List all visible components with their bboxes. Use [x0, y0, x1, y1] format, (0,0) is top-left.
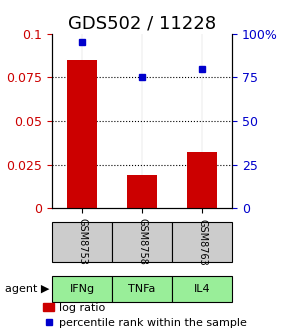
Text: GSM8753: GSM8753	[77, 218, 87, 265]
Text: TNFa: TNFa	[128, 284, 156, 294]
Bar	[187, 153, 217, 208]
Text: GSM8758: GSM8758	[137, 218, 147, 265]
Bar	[127, 175, 157, 208]
Text: GSM8763: GSM8763	[197, 218, 207, 265]
Title: GDS502 / 11228: GDS502 / 11228	[68, 14, 216, 32]
Bar	[67, 60, 97, 208]
Text: IL4: IL4	[194, 284, 210, 294]
Text: IFNg: IFNg	[70, 284, 95, 294]
Text: agent ▶: agent ▶	[5, 284, 49, 294]
Legend: log ratio, percentile rank within the sample: log ratio, percentile rank within the sa…	[41, 300, 249, 330]
